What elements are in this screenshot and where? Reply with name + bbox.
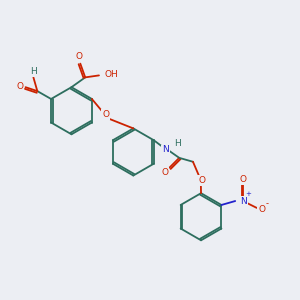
Text: O: O: [76, 52, 83, 61]
Text: O: O: [16, 82, 23, 91]
Text: O: O: [161, 168, 168, 177]
Text: OH: OH: [105, 70, 119, 79]
Text: O: O: [102, 110, 109, 119]
Text: O: O: [198, 176, 205, 185]
Text: H: H: [174, 139, 181, 148]
Text: O: O: [239, 175, 247, 184]
Text: N: N: [162, 146, 169, 154]
Text: O: O: [258, 206, 265, 214]
Text: H: H: [30, 67, 37, 76]
Text: -: -: [266, 199, 269, 208]
Text: +: +: [245, 191, 251, 197]
Text: N: N: [240, 196, 247, 206]
